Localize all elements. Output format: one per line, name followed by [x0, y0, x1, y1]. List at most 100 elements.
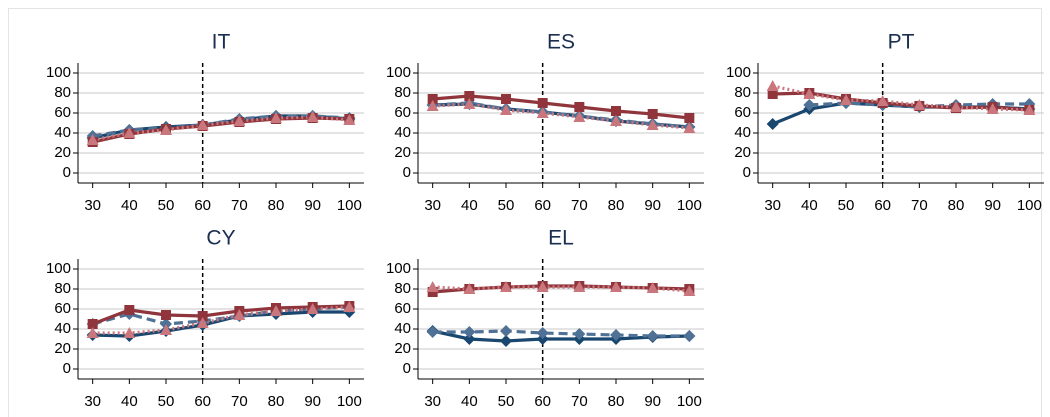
y-tick-label: 100: [46, 260, 71, 277]
marker: [123, 327, 136, 338]
y-tick-label: 40: [54, 124, 71, 141]
x-tick-label: 100: [337, 393, 362, 410]
series-line: [92, 305, 350, 335]
x-tick-label: 90: [304, 197, 321, 214]
marker: [646, 282, 659, 293]
marker: [426, 281, 439, 292]
marker: [160, 324, 172, 335]
marker: [86, 134, 99, 145]
x-tick-label: 80: [948, 197, 965, 214]
marker: [684, 113, 695, 123]
y-tick-label: 40: [394, 124, 411, 141]
panel-title: PT: [888, 31, 915, 54]
marker: [803, 88, 816, 99]
x-tick-label: 60: [534, 197, 551, 214]
marker: [427, 94, 438, 104]
marker: [646, 330, 659, 342]
x-tick-label: 80: [268, 393, 285, 410]
marker: [610, 281, 622, 292]
marker: [840, 94, 852, 105]
marker: [87, 319, 98, 329]
y-tick-label: 0: [63, 164, 71, 181]
x-tick-label: 50: [838, 197, 855, 214]
y-tick-label: 100: [46, 64, 71, 81]
marker: [343, 114, 356, 125]
marker: [766, 80, 779, 91]
marker: [500, 325, 512, 337]
y-tick-label: 80: [54, 280, 71, 297]
marker: [646, 119, 659, 130]
series-line: [432, 329, 690, 338]
panel-title: EL: [548, 227, 574, 250]
marker: [306, 111, 319, 122]
x-tick-label: 60: [534, 393, 551, 410]
marker: [611, 106, 621, 116]
x-tick-label: 80: [608, 197, 625, 214]
marker: [573, 111, 586, 122]
x-tick-label: 90: [304, 393, 321, 410]
x-tick-label: 40: [801, 197, 818, 214]
series-line: [92, 115, 350, 142]
x-tick-label: 100: [677, 197, 702, 214]
marker: [463, 333, 476, 345]
panel-title: ES: [547, 31, 575, 54]
x-tick-label: 70: [911, 197, 928, 214]
x-tick-label: 50: [158, 393, 175, 410]
series-line: [92, 304, 350, 326]
x-tick-label: 50: [498, 393, 515, 410]
marker: [463, 283, 476, 294]
marker: [500, 335, 512, 347]
y-tick-label: 20: [54, 340, 71, 357]
marker: [343, 301, 356, 312]
marker: [766, 118, 779, 130]
y-tick-label: 60: [54, 104, 71, 121]
marker: [573, 328, 586, 340]
x-tick-label: 30: [84, 393, 101, 410]
marker: [426, 326, 439, 338]
series-line: [772, 84, 1030, 112]
marker: [306, 303, 319, 314]
x-tick-label: 100: [1017, 197, 1042, 214]
marker: [196, 119, 209, 130]
marker: [463, 98, 476, 109]
marker: [986, 103, 999, 114]
marker: [610, 329, 622, 341]
y-tick-label: 0: [403, 164, 411, 181]
y-tick-label: 80: [394, 280, 411, 297]
x-tick-label: 90: [644, 393, 661, 410]
x-tick-label: 90: [984, 197, 1001, 214]
y-tick-label: 20: [734, 144, 751, 161]
marker: [683, 122, 696, 133]
x-tick-label: 30: [84, 197, 101, 214]
y-tick-label: 0: [63, 360, 71, 377]
y-tick-label: 80: [734, 84, 751, 101]
x-tick-label: 70: [571, 393, 588, 410]
marker: [233, 115, 246, 126]
x-tick-label: 100: [337, 197, 362, 214]
marker: [610, 115, 622, 126]
marker: [537, 98, 548, 108]
marker: [500, 281, 512, 292]
marker: [464, 91, 475, 101]
x-tick-label: 50: [498, 197, 515, 214]
series-line: [432, 102, 690, 130]
y-tick-label: 0: [403, 360, 411, 377]
marker: [913, 99, 926, 110]
y-tick-label: 60: [54, 300, 71, 317]
x-tick-label: 30: [424, 197, 441, 214]
x-tick-label: 90: [644, 197, 661, 214]
marker: [196, 317, 209, 328]
marker: [767, 89, 778, 99]
x-tick-label: 60: [194, 197, 211, 214]
x-tick-label: 100: [677, 393, 702, 410]
y-tick-label: 20: [394, 144, 411, 161]
x-tick-label: 40: [121, 197, 138, 214]
y-tick-label: 100: [726, 64, 751, 81]
marker: [574, 102, 585, 112]
marker: [573, 281, 586, 292]
marker: [683, 285, 696, 296]
marker: [233, 309, 246, 320]
x-tick-label: 60: [194, 393, 211, 410]
x-tick-label: 30: [764, 197, 781, 214]
y-tick-label: 40: [734, 124, 751, 141]
